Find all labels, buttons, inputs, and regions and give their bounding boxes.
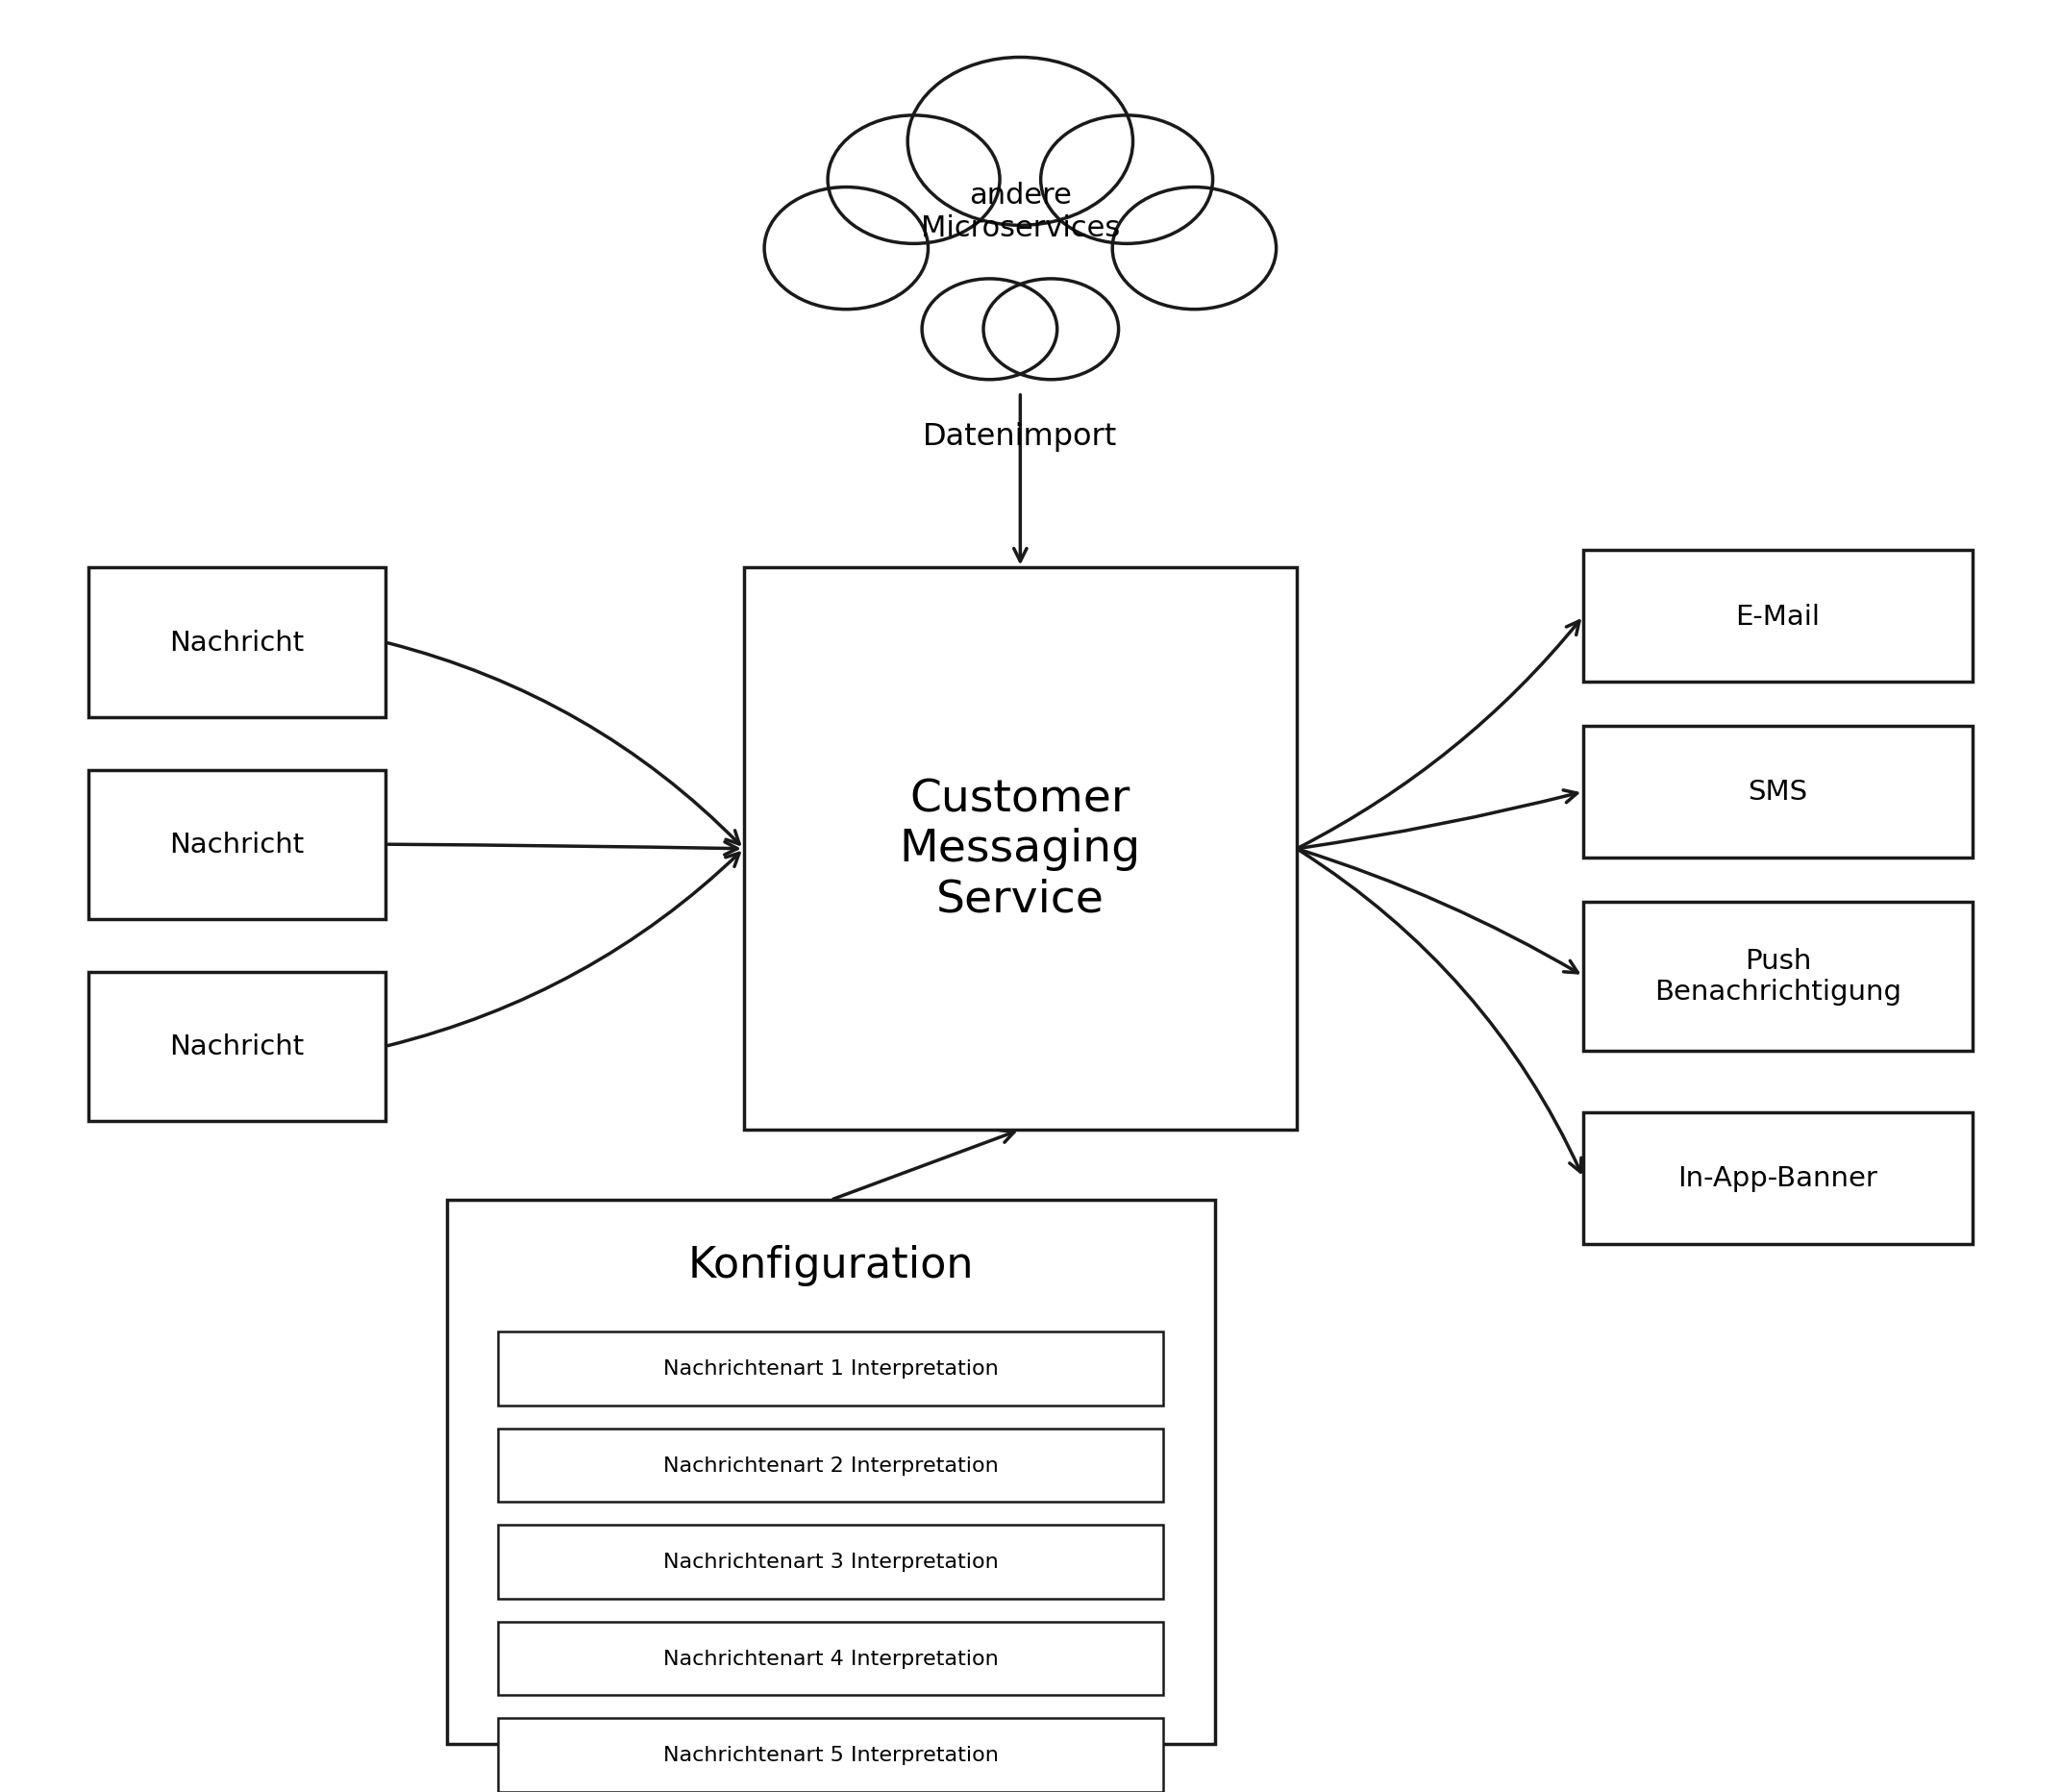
Text: Push
Benachrichtigung: Push Benachrichtigung bbox=[1655, 948, 1902, 1005]
Text: Customer
Messaging
Service: Customer Messaging Service bbox=[899, 778, 1142, 921]
Text: Datenimport: Datenimport bbox=[923, 421, 1117, 452]
FancyBboxPatch shape bbox=[447, 1201, 1214, 1744]
FancyArrowPatch shape bbox=[1298, 851, 1581, 1172]
FancyBboxPatch shape bbox=[1583, 1113, 1972, 1244]
Text: Nachrichtenart 4 Interpretation: Nachrichtenart 4 Interpretation bbox=[664, 1649, 998, 1668]
Text: E-Mail: E-Mail bbox=[1735, 604, 1820, 631]
FancyBboxPatch shape bbox=[499, 1719, 1164, 1792]
Text: Nachrichtenart 2 Interpretation: Nachrichtenart 2 Interpretation bbox=[664, 1455, 998, 1475]
FancyBboxPatch shape bbox=[499, 1525, 1164, 1598]
Ellipse shape bbox=[1113, 188, 1276, 310]
FancyArrowPatch shape bbox=[387, 853, 740, 1047]
Text: In-App-Banner: In-App-Banner bbox=[1678, 1165, 1878, 1192]
FancyArrowPatch shape bbox=[387, 842, 738, 855]
Ellipse shape bbox=[907, 57, 1134, 226]
Text: SMS: SMS bbox=[1748, 780, 1807, 806]
Ellipse shape bbox=[983, 280, 1119, 380]
Text: Nachricht: Nachricht bbox=[169, 831, 305, 858]
FancyBboxPatch shape bbox=[499, 1428, 1164, 1502]
FancyArrowPatch shape bbox=[387, 643, 740, 844]
FancyBboxPatch shape bbox=[1583, 901, 1972, 1052]
FancyArrowPatch shape bbox=[1298, 849, 1579, 973]
FancyBboxPatch shape bbox=[89, 568, 385, 717]
FancyArrowPatch shape bbox=[1298, 622, 1579, 848]
Text: Nachrichtenart 5 Interpretation: Nachrichtenart 5 Interpretation bbox=[664, 1745, 998, 1765]
Text: Nachrichtenart 3 Interpretation: Nachrichtenart 3 Interpretation bbox=[664, 1552, 998, 1572]
FancyArrowPatch shape bbox=[1298, 790, 1577, 849]
FancyBboxPatch shape bbox=[89, 771, 385, 919]
Ellipse shape bbox=[765, 188, 927, 310]
Text: Nachricht: Nachricht bbox=[169, 1034, 305, 1061]
Ellipse shape bbox=[921, 280, 1057, 380]
FancyBboxPatch shape bbox=[89, 971, 385, 1122]
Text: Konfiguration: Konfiguration bbox=[688, 1244, 975, 1285]
FancyArrowPatch shape bbox=[833, 1131, 1014, 1199]
Ellipse shape bbox=[829, 116, 1000, 244]
FancyBboxPatch shape bbox=[1583, 550, 1972, 683]
FancyBboxPatch shape bbox=[744, 568, 1296, 1131]
Text: andere
Microservices: andere Microservices bbox=[921, 183, 1119, 242]
FancyBboxPatch shape bbox=[499, 1331, 1164, 1405]
FancyBboxPatch shape bbox=[1583, 726, 1972, 858]
Text: Nachricht: Nachricht bbox=[169, 629, 305, 656]
Ellipse shape bbox=[1041, 116, 1212, 244]
FancyArrowPatch shape bbox=[1014, 396, 1026, 563]
FancyBboxPatch shape bbox=[499, 1622, 1164, 1695]
Text: Nachrichtenart 1 Interpretation: Nachrichtenart 1 Interpretation bbox=[664, 1358, 998, 1378]
